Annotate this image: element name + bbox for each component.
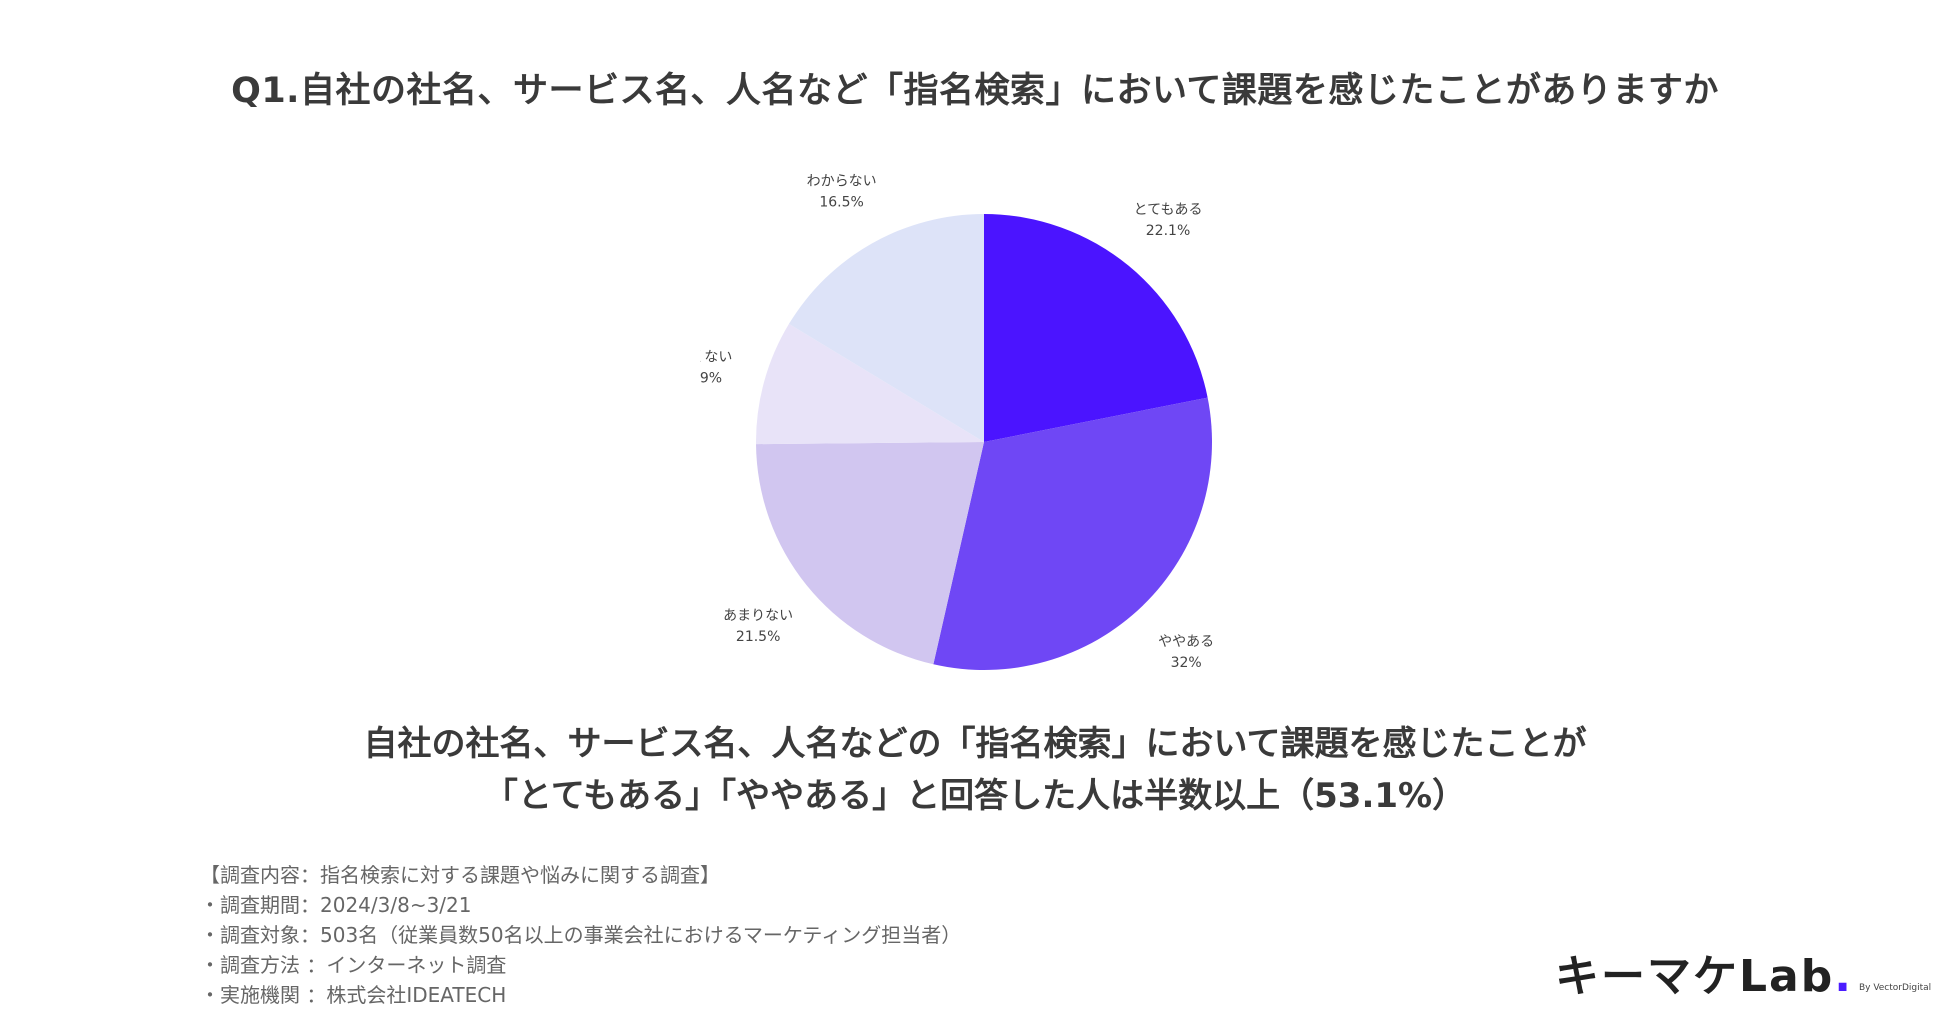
logo-text: キーマケLab.	[1555, 951, 1853, 1002]
slice-label-2: ややある	[1158, 634, 1214, 650]
conclusion-line-2: 「とてもある」「ややある」と回答した人は半数以上（53.1%）	[483, 776, 1467, 816]
conclusion-text: 自社の社名、サービス名、人名などの「指名検索」において課題を感じたことが 「とて…	[0, 718, 1950, 822]
survey-org: ・実施機関 ：株式会社IDEATECH	[200, 983, 507, 1007]
brand-logo: キーマケLab. By VectorDigital	[1555, 955, 1931, 999]
slice-value-4: 8.9%	[700, 370, 722, 386]
survey-target: ・調査対象：503名（従業員数50名以上の事業会社におけるマーケティング担当者）	[200, 923, 962, 947]
slice-label-4: 全くない	[700, 348, 732, 365]
pie-slice-4	[756, 323, 984, 445]
survey-method: ・調査方法 ：インターネット調査	[200, 953, 507, 977]
conclusion-line-1: 自社の社名、サービス名、人名などの「指名検索」において課題を感じたことが	[363, 724, 1587, 764]
slice-label-3: あまりない	[723, 608, 793, 624]
pie-slice-3	[756, 442, 984, 665]
slice-value-3: 21.5%	[736, 629, 780, 645]
slice-value-2: 32%	[1171, 655, 1202, 671]
pie-slice-1	[984, 214, 1208, 442]
survey-content: 【調査内容：指名検索に対する課題や悩みに関する調査】	[200, 863, 720, 887]
slice-label-5: わからない	[807, 173, 877, 189]
pie-slice-2	[933, 397, 1212, 670]
slice-value-5: 16.5%	[819, 194, 863, 210]
slice-label-1: とてもある	[1134, 202, 1203, 218]
chart-title: Q1.自社の社名、サービス名、人名など「指名検索」において課題を感じたことがあり…	[231, 71, 1719, 111]
pie-slice-5	[788, 214, 984, 442]
survey-info: 【調査内容：指名検索に対する課題や悩みに関する調査】 ・調査期間：2024/3/…	[200, 860, 961, 1010]
slice-value-1: 22.1%	[1146, 223, 1190, 239]
pie-chart: とてもある 22.1% ややある 32% あまりない 21.5% 全くない 8.9% わからない…	[700, 173, 1214, 671]
logo-subtext: By VectorDigital	[1858, 983, 1932, 993]
survey-period: ・調査期間：2024/3/8~3/21	[200, 893, 472, 917]
